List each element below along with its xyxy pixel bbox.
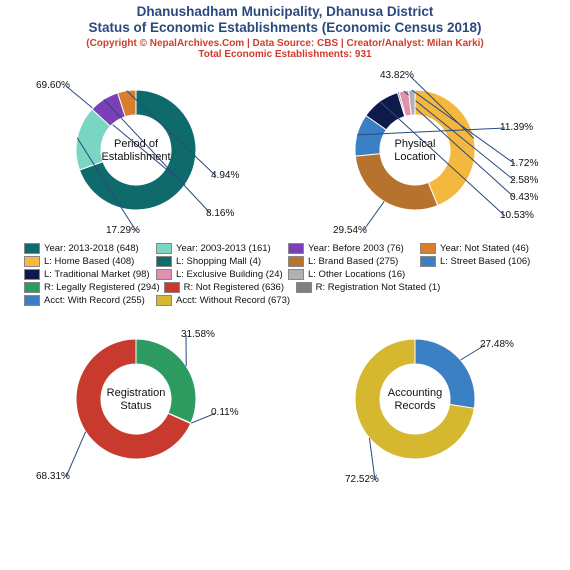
legend-item: L: Shopping Mall (4) — [156, 256, 284, 267]
chart-period-of-establishment: 69.60%17.29%8.16%4.94%Period ofEstablish… — [6, 60, 285, 240]
legend-item: Year: 2013-2018 (648) — [24, 243, 152, 254]
legend-swatch — [420, 243, 436, 254]
header: Dhanushadham Municipality, Dhanusa Distr… — [0, 0, 570, 60]
chart-center-label: AccountingRecords — [375, 387, 455, 412]
chart-center-label: RegistrationStatus — [96, 387, 176, 412]
legend-label: L: Street Based (106) — [440, 256, 530, 267]
chart-registration-status: 31.58%0.11%68.31%RegistrationStatus — [6, 309, 285, 489]
legend-label: L: Home Based (408) — [44, 256, 134, 267]
subtitle-line-1: (Copyright © NepalArchives.Com | Data So… — [0, 38, 570, 49]
legend-item: R: Not Registered (636) — [164, 282, 292, 293]
legend-item: Year: Before 2003 (76) — [288, 243, 416, 254]
legend-swatch — [296, 282, 312, 293]
title-line-2: Status of Economic Establishments (Econo… — [0, 20, 570, 36]
legend-item: L: Street Based (106) — [420, 256, 548, 267]
legend-label: R: Registration Not Stated (1) — [316, 282, 441, 293]
legend-item: Year: Not Stated (46) — [420, 243, 548, 254]
subtitle-line-2: Total Economic Establishments: 931 — [0, 49, 570, 60]
legend-swatch — [24, 295, 40, 306]
legend-swatch — [156, 295, 172, 306]
legend-label: R: Not Registered (636) — [184, 282, 284, 293]
legend-swatch — [164, 282, 180, 293]
legend-item: L: Other Locations (16) — [288, 269, 416, 280]
chart-center-label: Period ofEstablishment — [96, 138, 176, 163]
chart-center-label: PhysicalLocation — [375, 138, 455, 163]
legend-label: Year: Not Stated (46) — [440, 243, 529, 254]
legend-item: R: Legally Registered (294) — [24, 282, 160, 293]
legend-swatch — [24, 243, 40, 254]
legend-item: L: Traditional Market (98) — [24, 269, 152, 280]
legend-swatch — [288, 256, 304, 267]
legend-item: Year: 2003-2013 (161) — [156, 243, 284, 254]
legend-item: L: Home Based (408) — [24, 256, 152, 267]
legend-label: Acct: Without Record (673) — [176, 295, 290, 306]
legend-item: Acct: Without Record (673) — [156, 295, 290, 306]
legend-label: Year: 2013-2018 (648) — [44, 243, 139, 254]
legend-item: R: Registration Not Stated (1) — [296, 282, 441, 293]
legend-label: L: Traditional Market (98) — [44, 269, 150, 280]
legend-item: L: Exclusive Building (24) — [156, 269, 284, 280]
legend-item: L: Brand Based (275) — [288, 256, 416, 267]
legend-swatch — [420, 256, 436, 267]
legend-item: Acct: With Record (255) — [24, 295, 152, 306]
legend-swatch — [288, 269, 304, 280]
legend-label: R: Legally Registered (294) — [44, 282, 160, 293]
legend-label: Acct: With Record (255) — [44, 295, 145, 306]
legend-label: L: Other Locations (16) — [308, 269, 405, 280]
legend-label: L: Shopping Mall (4) — [176, 256, 261, 267]
chart-accounting-records: 27.48%72.52%AccountingRecords — [285, 309, 564, 489]
chart-physical-location: 43.82%29.54%11.39%10.53%0.43%2.58%1.72%P… — [285, 60, 564, 240]
legend-swatch — [156, 256, 172, 267]
legend-label: L: Exclusive Building (24) — [176, 269, 283, 280]
legend-label: L: Brand Based (275) — [308, 256, 398, 267]
title-line-1: Dhanushadham Municipality, Dhanusa Distr… — [0, 4, 570, 20]
legend-swatch — [288, 243, 304, 254]
legend-swatch — [24, 282, 40, 293]
legend-swatch — [156, 269, 172, 280]
legend-swatch — [24, 256, 40, 267]
legend-label: Year: 2003-2013 (161) — [176, 243, 271, 254]
legend-swatch — [24, 269, 40, 280]
legend-label: Year: Before 2003 (76) — [308, 243, 404, 254]
legend-swatch — [156, 243, 172, 254]
legend: Year: 2013-2018 (648) Year: 2003-2013 (16… — [6, 240, 564, 309]
